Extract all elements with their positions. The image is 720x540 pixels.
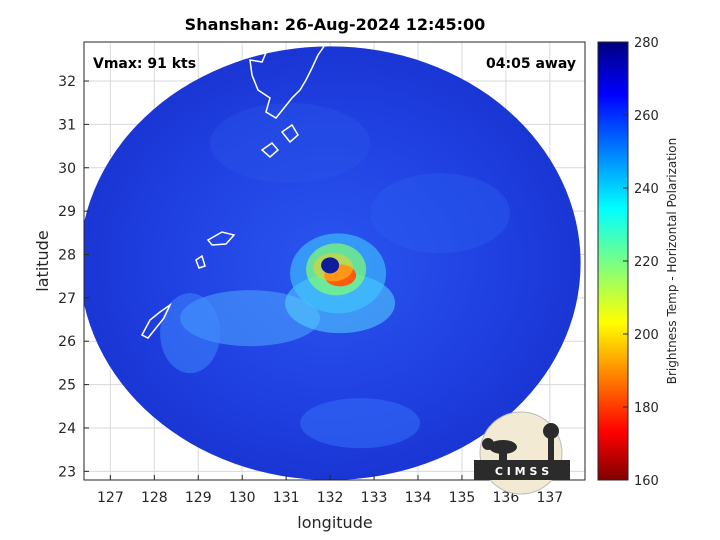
rain-band-4	[370, 173, 511, 254]
cimss-logo: C I M S S	[474, 411, 570, 495]
x-tick-label-132: 132	[317, 490, 344, 506]
cb-tick-label-260: 260	[634, 109, 659, 124]
x-tick-label-137: 137	[536, 490, 563, 506]
y-axis-label: latitude	[33, 230, 52, 291]
cb-tick-label-280: 280	[634, 36, 659, 51]
time-away-annotation: 04:05 away	[486, 56, 576, 72]
x-tick-label-131: 131	[273, 490, 300, 506]
swath-field	[84, 42, 581, 480]
y-tick-label-25: 25	[58, 378, 76, 394]
x-tick-label-133: 133	[361, 490, 388, 506]
colorbar-label: Brightness Temp - Horizontal Polarizatio…	[665, 138, 679, 385]
x-tick-label-129: 129	[185, 490, 212, 506]
x-tick-label-135: 135	[449, 490, 476, 506]
storm-eye	[321, 257, 340, 274]
y-tick-label-23: 23	[58, 464, 76, 480]
x-tick-label-130: 130	[229, 490, 256, 506]
cb-tick-label-240: 240	[634, 182, 659, 197]
y-tick-label-27: 27	[58, 291, 76, 307]
x-tick-label-136: 136	[493, 490, 520, 506]
plot-border	[83, 41, 586, 481]
y-axis-ticks: 23 24 25 26 27 28 29 30 31 32	[58, 74, 89, 480]
coastline-0	[234, 42, 326, 119]
y-tick-label-29: 29	[58, 204, 76, 220]
cb-tick-label-160: 160	[634, 474, 659, 489]
y-tick-label-32: 32	[58, 74, 76, 90]
coastline-1	[260, 141, 280, 158]
cb-tick-label-180: 180	[634, 401, 659, 416]
rain-band-5	[210, 103, 371, 184]
coastline-3	[206, 231, 236, 246]
y-tick-label-26: 26	[58, 334, 76, 350]
vmax-annotation: Vmax: 91 kts	[93, 56, 196, 72]
cb-tick-label-220: 220	[634, 255, 659, 270]
x-tick-label-134: 134	[405, 490, 432, 506]
coastline-4	[195, 254, 206, 269]
chart-title: Shanshan: 26-Aug-2024 12:45:00	[185, 15, 486, 34]
x-tick-label-127: 127	[97, 490, 124, 506]
y-tick-label-30: 30	[58, 161, 76, 177]
x-tick-label-128: 128	[141, 490, 168, 506]
x-axis-ticks: 127 128 129 130 131 132 133 134 135 136 137	[97, 475, 563, 506]
coastline-5	[140, 302, 172, 339]
logo-text: C I M S S	[495, 465, 549, 478]
y-tick-label-24: 24	[58, 421, 76, 437]
y-tick-label-31: 31	[58, 117, 76, 133]
rain-band-3	[300, 398, 421, 449]
rain-band-2	[160, 293, 221, 374]
y-tick-label-28: 28	[58, 247, 76, 263]
cb-tick-label-200: 200	[634, 328, 659, 343]
x-axis-label: longitude	[297, 513, 372, 532]
coastline-2	[280, 123, 299, 144]
colorbar-ticks: 160 180 200 220 240 260 280	[623, 36, 659, 489]
